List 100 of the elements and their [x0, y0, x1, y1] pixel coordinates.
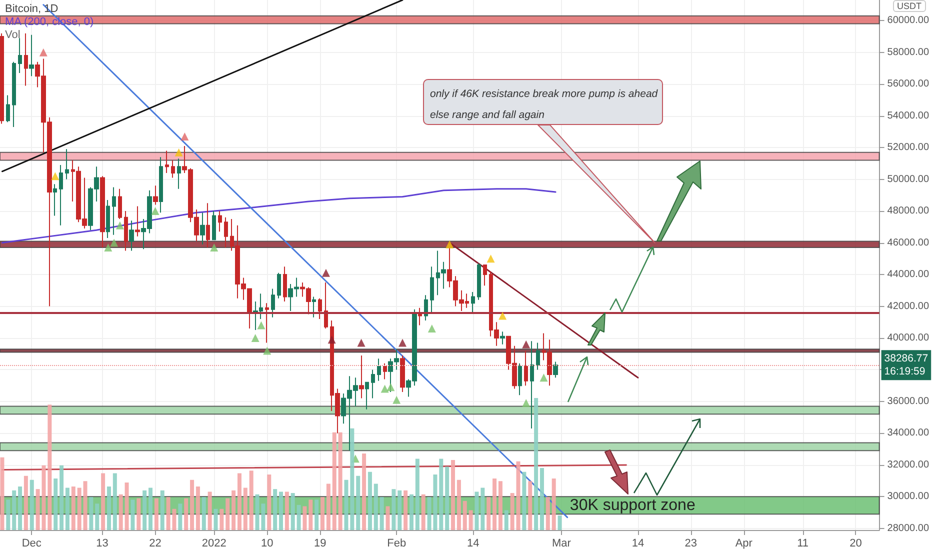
band-label: 30K support zone	[570, 496, 696, 514]
bar	[101, 473, 106, 530]
point	[263, 346, 272, 355]
bar	[350, 428, 354, 530]
y-tick-label: 60000.00	[887, 15, 930, 26]
candlestick	[29, 34, 34, 77]
point	[428, 324, 436, 332]
candlestick	[318, 298, 322, 320]
bar	[528, 481, 532, 530]
candlestick	[124, 210, 128, 252]
bar	[71, 486, 76, 530]
candlestick	[200, 212, 205, 245]
point	[540, 374, 548, 382]
point	[257, 321, 266, 330]
x-tick-label: 11	[797, 538, 808, 550]
candlestick	[277, 272, 281, 299]
bar	[534, 398, 538, 530]
bar	[142, 490, 147, 530]
bar	[546, 497, 550, 530]
bar	[302, 506, 307, 530]
bar	[220, 508, 224, 530]
bar	[154, 498, 158, 530]
x-tick-label: 19	[314, 538, 326, 550]
bar	[77, 488, 82, 530]
x-tick-label: 10	[260, 538, 274, 550]
bar	[332, 432, 336, 530]
point	[251, 334, 260, 342]
x-tick-label: 14	[632, 538, 644, 550]
bar	[314, 500, 319, 530]
y-tick-label: 30000.00	[887, 491, 930, 502]
bar	[558, 515, 562, 530]
candlestick	[383, 362, 387, 380]
candlestick	[553, 361, 558, 378]
bar	[344, 480, 348, 530]
candlestick	[500, 331, 505, 345]
x-tick-label: 13	[96, 538, 108, 550]
candlestick	[365, 382, 369, 410]
bar	[136, 498, 141, 530]
candlestick	[0, 32, 4, 124]
bar	[18, 486, 22, 530]
point	[322, 268, 330, 277]
candlestick	[471, 291, 475, 314]
candlestick	[324, 282, 328, 329]
candlestick	[377, 358, 381, 382]
candlestick	[371, 369, 375, 399]
candlestick	[400, 354, 405, 392]
point	[210, 244, 218, 252]
bar	[178, 504, 182, 530]
bar	[279, 492, 283, 530]
bar	[362, 453, 366, 530]
candlestick	[283, 266, 287, 302]
point	[180, 132, 189, 140]
y-tick-label: 42000.00	[887, 300, 930, 312]
y-tick-label: 34000.00	[887, 428, 930, 439]
x-tick-label: 14	[467, 538, 480, 550]
bar	[540, 468, 544, 530]
x-tick-label: 23	[684, 538, 698, 550]
point	[151, 207, 160, 216]
x-tick-label: 22	[149, 538, 162, 550]
candlestick	[118, 188, 122, 220]
candlestick	[271, 288, 275, 318]
point	[498, 312, 507, 320]
bar	[48, 404, 52, 530]
candlestick	[483, 264, 487, 286]
y-tick-label: 48000.00	[887, 206, 930, 217]
bar	[486, 497, 491, 530]
bar	[456, 480, 461, 530]
bar	[284, 492, 289, 530]
bar	[130, 500, 135, 530]
point	[357, 338, 366, 347]
bar	[196, 486, 200, 530]
point	[104, 244, 112, 252]
y-tick-label: 56000.00	[887, 78, 930, 90]
x-tick-label: 20	[850, 538, 862, 550]
y-tick-label: 28000.00	[887, 522, 930, 534]
annotation: only if 46K resistance break more pump is ahead	[430, 87, 658, 102]
y-tick-label: 44000.00	[887, 269, 930, 280]
bar	[30, 480, 34, 530]
line-series	[1, 188, 556, 244]
bar	[6, 500, 10, 530]
candlestick	[536, 342, 540, 370]
bar	[374, 484, 378, 530]
candlestick	[135, 206, 140, 237]
point	[174, 148, 183, 156]
bar	[83, 481, 88, 530]
point	[486, 254, 495, 263]
x-tick-label: Apr	[735, 538, 753, 550]
bar	[398, 490, 402, 530]
y-tick-label: 50000.00	[887, 174, 930, 185]
candlestick	[177, 158, 181, 190]
point	[398, 338, 406, 347]
candlestick	[100, 176, 105, 248]
bar	[474, 492, 479, 530]
bar	[226, 498, 230, 530]
candlestick	[224, 216, 228, 248]
bar	[498, 481, 502, 530]
bar	[380, 497, 384, 530]
point	[446, 240, 454, 248]
candlestick	[65, 148, 69, 180]
bar	[404, 490, 408, 530]
